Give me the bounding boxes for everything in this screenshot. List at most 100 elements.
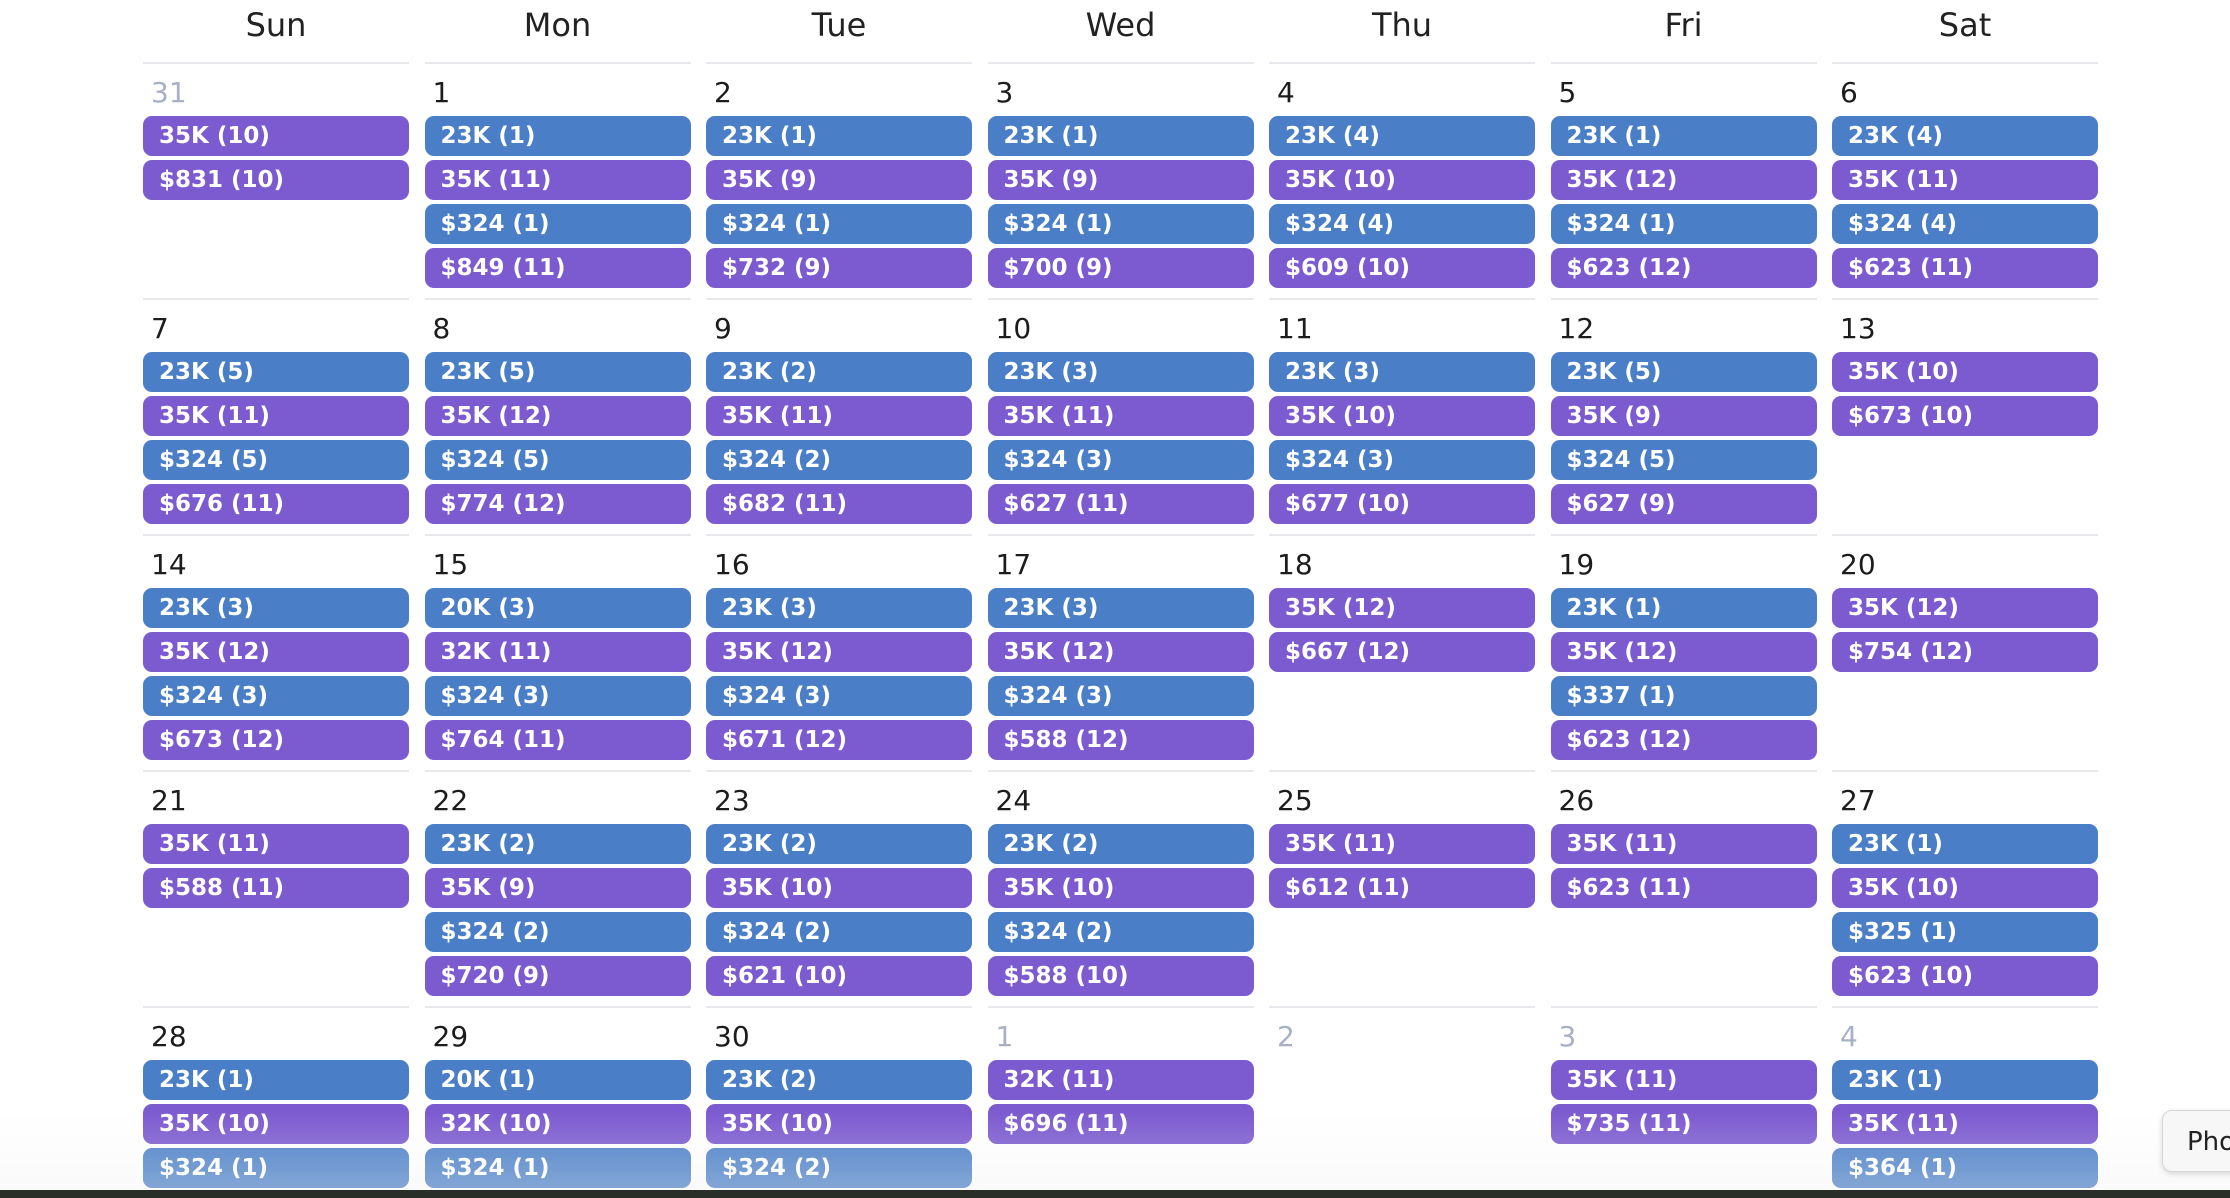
day-number[interactable]: 23 — [714, 784, 750, 817]
price-event-pill[interactable]: $324 (2) — [987, 912, 1254, 952]
price-event-pill[interactable]: $676 (11) — [143, 484, 409, 524]
price-event-pill[interactable]: 23K (1) — [143, 1060, 409, 1100]
day-number[interactable]: 3 — [1558, 1020, 1577, 1053]
day-number[interactable]: 13 — [1840, 312, 1876, 345]
price-event-pill[interactable]: $774 (12) — [424, 484, 691, 524]
day-number[interactable]: 17 — [995, 548, 1032, 581]
price-event-pill[interactable]: $324 (3) — [424, 676, 691, 716]
price-event-pill[interactable]: $696 (11) — [987, 1104, 1254, 1144]
day-number[interactable]: 28 — [151, 1020, 187, 1053]
day-number[interactable]: 31 — [151, 76, 187, 109]
price-event-pill[interactable]: $623 (12) — [1550, 248, 1817, 288]
price-event-pill[interactable]: $324 (1) — [424, 204, 691, 244]
price-event-pill[interactable]: 23K (5) — [424, 352, 691, 392]
price-event-pill[interactable]: $673 (10) — [1832, 396, 2098, 436]
price-event-pill[interactable]: 23K (2) — [987, 824, 1254, 864]
day-number[interactable]: 11 — [1277, 312, 1313, 345]
price-event-pill[interactable]: 23K (1) — [1550, 588, 1817, 628]
price-event-pill[interactable]: $623 (10) — [1832, 956, 2098, 996]
price-event-pill[interactable]: 32K (10) — [424, 1104, 691, 1144]
price-event-pill[interactable]: 23K (2) — [424, 824, 691, 864]
day-number[interactable]: 8 — [432, 312, 451, 345]
price-event-pill[interactable]: $612 (11) — [1269, 868, 1535, 908]
price-event-pill[interactable]: $588 (12) — [987, 720, 1254, 760]
price-event-pill[interactable]: $324 (1) — [1550, 204, 1817, 244]
day-number[interactable]: 16 — [714, 548, 750, 581]
price-event-pill[interactable]: 35K (10) — [143, 116, 409, 156]
day-number[interactable]: 5 — [1558, 76, 1577, 109]
price-event-pill[interactable]: 23K (1) — [1832, 1060, 2098, 1100]
price-event-pill[interactable]: $677 (10) — [1269, 484, 1535, 524]
price-event-pill[interactable]: $588 (10) — [987, 956, 1254, 996]
price-event-pill[interactable]: $324 (1) — [706, 204, 972, 244]
day-number[interactable]: 1 — [995, 1020, 1014, 1053]
price-event-pill[interactable]: $324 (3) — [1269, 440, 1535, 480]
price-event-pill[interactable]: $324 (3) — [706, 676, 972, 716]
price-event-pill[interactable]: 23K (5) — [1550, 352, 1817, 392]
price-event-pill[interactable]: $621 (10) — [706, 956, 972, 996]
price-event-pill[interactable]: $831 (10) — [143, 160, 409, 200]
price-event-pill[interactable]: 35K (12) — [143, 632, 409, 672]
price-event-pill[interactable]: $324 (1) — [143, 1148, 409, 1188]
day-number[interactable]: 4 — [1277, 76, 1295, 109]
day-number[interactable]: 22 — [432, 784, 469, 817]
day-number[interactable]: 9 — [714, 312, 732, 345]
price-event-pill[interactable]: $667 (12) — [1269, 632, 1535, 672]
price-event-pill[interactable]: 23K (3) — [987, 588, 1254, 628]
price-event-pill[interactable]: $324 (2) — [424, 912, 691, 952]
price-event-pill[interactable]: 35K (12) — [1269, 588, 1535, 628]
price-event-pill[interactable]: 23K (3) — [987, 352, 1254, 392]
price-event-pill[interactable]: 35K (10) — [706, 1104, 972, 1144]
price-event-pill[interactable]: 35K (12) — [1832, 588, 2098, 628]
price-event-pill[interactable]: $627 (9) — [1550, 484, 1817, 524]
price-event-pill[interactable]: 23K (3) — [706, 588, 972, 628]
day-number[interactable]: 12 — [1558, 312, 1595, 345]
price-event-pill[interactable]: $324 (5) — [143, 440, 409, 480]
price-event-pill[interactable]: 23K (2) — [706, 1060, 972, 1100]
price-event-pill[interactable]: 35K (10) — [706, 868, 972, 908]
price-event-pill[interactable]: $623 (12) — [1550, 720, 1817, 760]
day-number[interactable]: 7 — [151, 312, 169, 345]
price-event-pill[interactable]: $337 (1) — [1550, 676, 1817, 716]
day-number[interactable]: 29 — [432, 1020, 469, 1053]
price-event-pill[interactable]: 20K (3) — [424, 588, 691, 628]
price-event-pill[interactable]: $324 (4) — [1832, 204, 2098, 244]
price-event-pill[interactable]: $324 (1) — [424, 1148, 691, 1188]
price-event-pill[interactable]: 35K (10) — [1269, 160, 1535, 200]
price-event-pill[interactable]: 23K (1) — [987, 116, 1254, 156]
day-number[interactable]: 20 — [1840, 548, 1876, 581]
price-event-pill[interactable]: 35K (11) — [1832, 160, 2098, 200]
day-number[interactable]: 4 — [1840, 1020, 1858, 1053]
day-number[interactable]: 10 — [995, 312, 1032, 345]
day-number[interactable]: 6 — [1840, 76, 1858, 109]
price-event-pill[interactable]: 23K (3) — [1269, 352, 1535, 392]
day-number[interactable]: 15 — [432, 548, 469, 581]
price-event-pill[interactable]: $364 (1) — [1832, 1148, 2098, 1188]
price-event-pill[interactable]: $732 (9) — [706, 248, 972, 288]
price-event-pill[interactable]: $720 (9) — [424, 956, 691, 996]
price-event-pill[interactable]: $324 (3) — [143, 676, 409, 716]
price-event-pill[interactable]: 23K (2) — [706, 824, 972, 864]
price-event-pill[interactable]: 35K (11) — [1269, 824, 1535, 864]
price-event-pill[interactable]: 35K (12) — [987, 632, 1254, 672]
price-event-pill[interactable]: $324 (2) — [706, 912, 972, 952]
price-event-pill[interactable]: $588 (11) — [143, 868, 409, 908]
price-event-pill[interactable]: $324 (2) — [706, 440, 972, 480]
price-event-pill[interactable]: 23K (3) — [143, 588, 409, 628]
price-event-pill[interactable]: $735 (11) — [1550, 1104, 1817, 1144]
day-number[interactable]: 30 — [714, 1020, 750, 1053]
price-event-pill[interactable]: 35K (10) — [1832, 868, 2098, 908]
price-event-pill[interactable]: $682 (11) — [706, 484, 972, 524]
price-event-pill[interactable]: 23K (2) — [706, 352, 972, 392]
price-event-pill[interactable]: $324 (3) — [987, 676, 1254, 716]
price-event-pill[interactable]: $324 (2) — [706, 1148, 972, 1188]
price-event-pill[interactable]: 35K (11) — [424, 160, 691, 200]
price-event-pill[interactable]: $671 (12) — [706, 720, 972, 760]
day-number[interactable]: 2 — [714, 76, 732, 109]
price-event-pill[interactable]: 35K (11) — [143, 396, 409, 436]
price-event-pill[interactable]: $754 (12) — [1832, 632, 2098, 672]
day-number[interactable]: 21 — [151, 784, 187, 817]
price-event-pill[interactable]: $324 (3) — [987, 440, 1254, 480]
day-number[interactable]: 14 — [151, 548, 187, 581]
price-event-pill[interactable]: 32K (11) — [424, 632, 691, 672]
